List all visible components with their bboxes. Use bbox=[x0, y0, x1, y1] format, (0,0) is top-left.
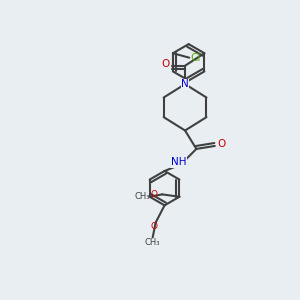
Text: O: O bbox=[151, 190, 158, 199]
Text: O: O bbox=[217, 140, 226, 149]
Text: N: N bbox=[181, 79, 189, 89]
Text: O: O bbox=[161, 59, 169, 69]
Text: CH₃: CH₃ bbox=[134, 192, 150, 201]
Text: CH₃: CH₃ bbox=[145, 238, 161, 247]
Text: Cl: Cl bbox=[190, 53, 201, 63]
Text: O: O bbox=[151, 222, 158, 231]
Text: NH: NH bbox=[171, 157, 186, 167]
